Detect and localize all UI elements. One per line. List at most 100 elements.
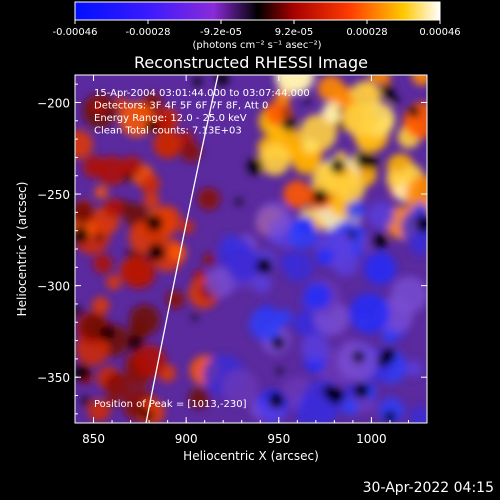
- texture-blob: [95, 233, 104, 241]
- texture-blob: [276, 367, 283, 374]
- texture-blob: [249, 307, 283, 341]
- texture-blob: [363, 252, 397, 285]
- texture-blob: [326, 386, 345, 404]
- colorbar-tick-label: 0.00046: [419, 27, 460, 38]
- texture-blob: [192, 76, 203, 86]
- texture-blob: [352, 350, 365, 364]
- texture-blob: [411, 75, 427, 86]
- texture-blob: [106, 274, 122, 290]
- texture-blob: [134, 344, 167, 377]
- colorbar-tick-labels: -0.00046 -0.00028 -9.2e-05 9.2e-05 0.00028 0.…: [53, 27, 461, 38]
- colorbar-tick-label: -0.00028: [126, 27, 171, 38]
- annotation-line: Energy Range: 12.0 - 25.0 keV: [94, 113, 247, 124]
- texture-blob: [202, 253, 216, 267]
- colorbar: [74, 1, 441, 21]
- texture-blob: [349, 292, 391, 334]
- colorbar-tick-label: 9.2e-05: [275, 27, 313, 38]
- texture-blob: [332, 250, 359, 277]
- texture-blob: [205, 267, 236, 298]
- texture-blob: [255, 202, 292, 238]
- texture-blob: [121, 155, 143, 178]
- texture-blob: [337, 108, 344, 115]
- texture-blob: [281, 116, 297, 132]
- texture-blob: [122, 255, 156, 289]
- colorbar-unit-label: (photons cm⁻² s⁻¹ asec⁻²): [192, 40, 321, 51]
- colorbar-ticks: [74, 20, 441, 24]
- texture-blob: [91, 296, 110, 315]
- x-axis-label: Heliocentric X (arcsec): [183, 449, 319, 463]
- texture-blob: [268, 392, 285, 409]
- texture-blob: [180, 219, 195, 234]
- x-tick-label: 850: [82, 432, 105, 446]
- texture-blob: [127, 335, 143, 351]
- texture-blob: [146, 214, 163, 232]
- texture-blob: [379, 84, 394, 99]
- texture-blob: [380, 348, 396, 364]
- texture-blob: [247, 158, 264, 175]
- texture-blob: [129, 304, 161, 336]
- texture-blob: [188, 387, 210, 409]
- texture-blob: [81, 396, 91, 406]
- texture-blob: [181, 141, 202, 163]
- texture-blob: [407, 105, 420, 118]
- texture-blob: [125, 249, 132, 256]
- annotation-line: 15-Apr-2004 03:01:44.000 to 03:07:44.000: [94, 88, 310, 99]
- texture-blob: [282, 108, 289, 116]
- texture-blob: [384, 410, 396, 423]
- texture-blob: [409, 405, 427, 423]
- texture-blob: [390, 276, 427, 314]
- texture-blob: [390, 95, 399, 105]
- texture-blob: [410, 238, 427, 257]
- y-tick-label: −250: [37, 188, 70, 202]
- texture-blob: [283, 180, 312, 209]
- texture-blob: [75, 201, 94, 225]
- texture-blob: [345, 200, 366, 221]
- texture-blob: [367, 201, 395, 229]
- texture-blob: [94, 185, 108, 199]
- texture-blob: [341, 398, 359, 416]
- colorbar-tick-label: -0.00046: [53, 27, 98, 38]
- texture-blob: [99, 325, 115, 341]
- x-axis-ticks: 850 900 950 1000: [82, 75, 409, 446]
- texture-blob: [93, 254, 113, 274]
- annotation-line: Clean Total counts: 7.13E+03: [94, 126, 242, 137]
- texture-blob: [252, 273, 272, 294]
- chart-title: Reconstructed RHESSI Image: [134, 53, 368, 72]
- texture-blob: [91, 99, 106, 114]
- texture-blob: [371, 233, 388, 250]
- texture-blob: [316, 248, 333, 266]
- texture-blob: [153, 130, 182, 159]
- texture-blob: [317, 75, 345, 102]
- texture-blob: [118, 101, 155, 137]
- annotations: 15-Apr-2004 03:01:44.000 to 03:07:44.000…: [94, 88, 310, 137]
- texture-blob: [103, 198, 124, 218]
- texture-blob: [385, 170, 404, 188]
- texture-blob: [335, 120, 345, 130]
- x-tick-label: 950: [267, 432, 290, 446]
- annotation-line: Detectors: 3F 4F 5F 6F 7F 8F, Att 0: [94, 101, 268, 112]
- texture-blob: [215, 75, 229, 86]
- texture-blob: [311, 166, 340, 195]
- texture-blob: [382, 328, 397, 344]
- texture-blob: [75, 129, 93, 159]
- texture-blob: [143, 192, 160, 209]
- texture-blob: [336, 174, 365, 203]
- peak-position-label: Position of Peak = [1013,-230]: [94, 399, 247, 410]
- texture-blob: [274, 75, 308, 94]
- texture-blob: [406, 360, 423, 378]
- colorbar-tick-label: -9.2e-05: [200, 27, 242, 38]
- texture-blob: [304, 282, 332, 310]
- heatmap-image: [75, 75, 427, 423]
- texture-blob: [296, 215, 314, 233]
- y-tick-label: −200: [37, 96, 70, 110]
- y-tick-label: −350: [37, 371, 70, 385]
- texture-blob: [147, 243, 166, 262]
- texture-blob: [227, 247, 261, 281]
- solar-limb: [145, 75, 219, 423]
- texture-blob: [353, 382, 370, 399]
- x-tick-label: 900: [175, 432, 198, 446]
- texture-blob: [75, 226, 90, 244]
- texture-blob: [235, 198, 243, 206]
- texture-blob: [87, 399, 111, 422]
